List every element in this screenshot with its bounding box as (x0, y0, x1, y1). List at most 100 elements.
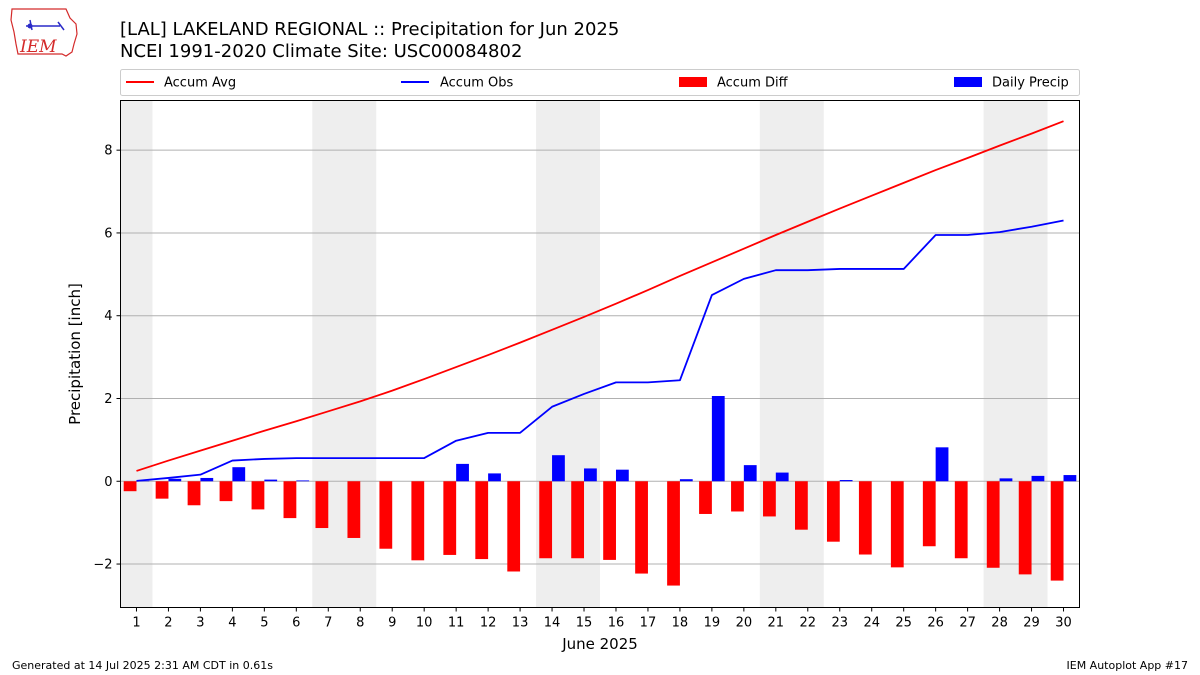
footer-app: IEM Autoplot App #17 (1067, 659, 1189, 672)
daily-precip-bar-30 (1064, 475, 1077, 481)
daily-precip-bar-19 (712, 396, 725, 481)
x-tick-label-16: 16 (608, 616, 625, 631)
accum-diff-bar-28 (987, 481, 1000, 568)
chart-title: [LAL] LAKELAND REGIONAL :: Precipitation… (120, 19, 619, 40)
daily-precip-bar-28 (1000, 478, 1013, 481)
daily-precip-bar-14 (552, 455, 565, 481)
accum-diff-bar-18 (667, 481, 680, 585)
accum-diff-bar-5 (252, 481, 265, 509)
weekend-band-1 (121, 101, 153, 608)
daily-precip-bar-16 (616, 470, 629, 482)
logo-text: IEM (19, 37, 57, 57)
accum-diff-bar-30 (1051, 481, 1064, 580)
y-axis-label: Precipitation [inch] (66, 283, 84, 425)
legend-label-accum-avg: Accum Avg (164, 76, 236, 91)
y-tick-label--2: −2 (93, 558, 112, 573)
accum-diff-bar-22 (795, 481, 808, 529)
accum-diff-bar-29 (1019, 481, 1032, 574)
accum-diff-bar-7 (315, 481, 328, 528)
accum-diff-bar-15 (571, 481, 584, 558)
x-tick-label-30: 30 (1055, 616, 1072, 631)
accum-diff-bar-24 (859, 481, 872, 554)
accum-diff-bar-21 (763, 481, 776, 516)
daily-precip-bar-26 (936, 447, 949, 481)
y-tick-label-4: 4 (104, 309, 112, 324)
x-tick-label-3: 3 (196, 616, 204, 631)
x-tick-label-24: 24 (863, 616, 880, 631)
accum-diff-bar-11 (443, 481, 456, 555)
legend-swatch-accum-diff (679, 77, 707, 87)
legend-swatch-daily-precip (954, 77, 982, 87)
x-tick-label-1: 1 (132, 616, 140, 631)
x-tick-label-7: 7 (324, 616, 332, 631)
accum-diff-bar-25 (891, 481, 904, 567)
x-tick-label-15: 15 (576, 616, 593, 631)
accum-diff-bar-6 (284, 481, 297, 518)
x-tick-label-4: 4 (228, 616, 236, 631)
x-tick-label-6: 6 (292, 616, 300, 631)
daily-precip-bar-6 (296, 480, 309, 481)
x-tick-label-8: 8 (356, 616, 364, 631)
x-tick-label-18: 18 (672, 616, 689, 631)
accum-diff-bar-12 (475, 481, 488, 559)
daily-precip-bar-15 (584, 468, 597, 481)
y-tick-label-2: 2 (104, 392, 112, 407)
x-tick-label-17: 17 (640, 616, 657, 631)
x-tick-label-21: 21 (768, 616, 785, 631)
daily-precip-bar-23 (840, 480, 853, 481)
accum-diff-bar-9 (379, 481, 392, 548)
accum-diff-bar-8 (347, 481, 360, 538)
legend-label-accum-obs: Accum Obs (440, 76, 513, 91)
accum-diff-bar-26 (923, 481, 936, 546)
daily-precip-bar-3 (200, 478, 213, 481)
x-tick-label-27: 27 (959, 616, 976, 631)
x-tick-label-10: 10 (416, 616, 433, 631)
x-tick-label-11: 11 (448, 616, 465, 631)
accum-diff-bar-14 (539, 481, 552, 558)
accum-diff-bar-2 (156, 481, 169, 498)
legend-frame (121, 70, 1080, 96)
accum-diff-bar-10 (411, 481, 424, 560)
daily-precip-bar-21 (776, 473, 789, 482)
x-axis-ticks: 1 2 3 4 5 6 7 8 9 10 11 12 13 14 15 16 17 18 19 20 21 22 23 24 2… (132, 608, 1071, 631)
x-tick-label-25: 25 (895, 616, 912, 631)
legend: Accum Avg Accum Obs Accum Diff Daily Pre… (121, 70, 1080, 96)
weekend-band-4 (760, 101, 824, 608)
y-tick-label-6: 6 (104, 226, 112, 241)
weekend-band-2 (312, 101, 376, 608)
accum-diff-bar-20 (731, 481, 744, 511)
accum-diff-bar-23 (827, 481, 840, 541)
accum-diff-bar-19 (699, 481, 712, 514)
x-tick-label-22: 22 (800, 616, 817, 631)
daily-precip-bar-2 (168, 479, 181, 481)
legend-label-daily-precip: Daily Precip (992, 76, 1069, 91)
daily-precip-bar-11 (456, 464, 469, 481)
daily-precip-bar-18 (680, 479, 693, 481)
daily-precip-bar-4 (232, 467, 245, 481)
accum-diff-bar-4 (220, 481, 233, 501)
legend-label-accum-diff: Accum Diff (717, 76, 789, 91)
x-tick-label-28: 28 (991, 616, 1008, 631)
y-tick-label-0: 0 (104, 475, 112, 490)
y-axis-ticks: −2 0 2 4 6 8 (93, 144, 120, 573)
x-tick-label-26: 26 (927, 616, 944, 631)
daily-precip-bar-20 (744, 465, 757, 481)
footer-generated: Generated at 14 Jul 2025 2:31 AM CDT in … (12, 659, 273, 672)
accum-diff-bar-27 (955, 481, 968, 558)
x-axis-label: June 2025 (561, 635, 638, 653)
x-tick-label-14: 14 (544, 616, 561, 631)
x-tick-label-9: 9 (388, 616, 396, 631)
daily-precip-bar-29 (1032, 476, 1045, 481)
accum-diff-bar-13 (507, 481, 520, 571)
x-tick-label-5: 5 (260, 616, 268, 631)
x-tick-label-23: 23 (831, 616, 848, 631)
accum-diff-bar-3 (188, 481, 201, 505)
x-tick-label-20: 20 (736, 616, 753, 631)
x-tick-label-2: 2 (164, 616, 172, 631)
accum-diff-bar-1 (124, 481, 137, 491)
x-tick-label-13: 13 (512, 616, 529, 631)
accum-diff-bar-17 (635, 481, 648, 573)
iem-logo: IEM (11, 9, 77, 57)
x-tick-label-19: 19 (704, 616, 721, 631)
